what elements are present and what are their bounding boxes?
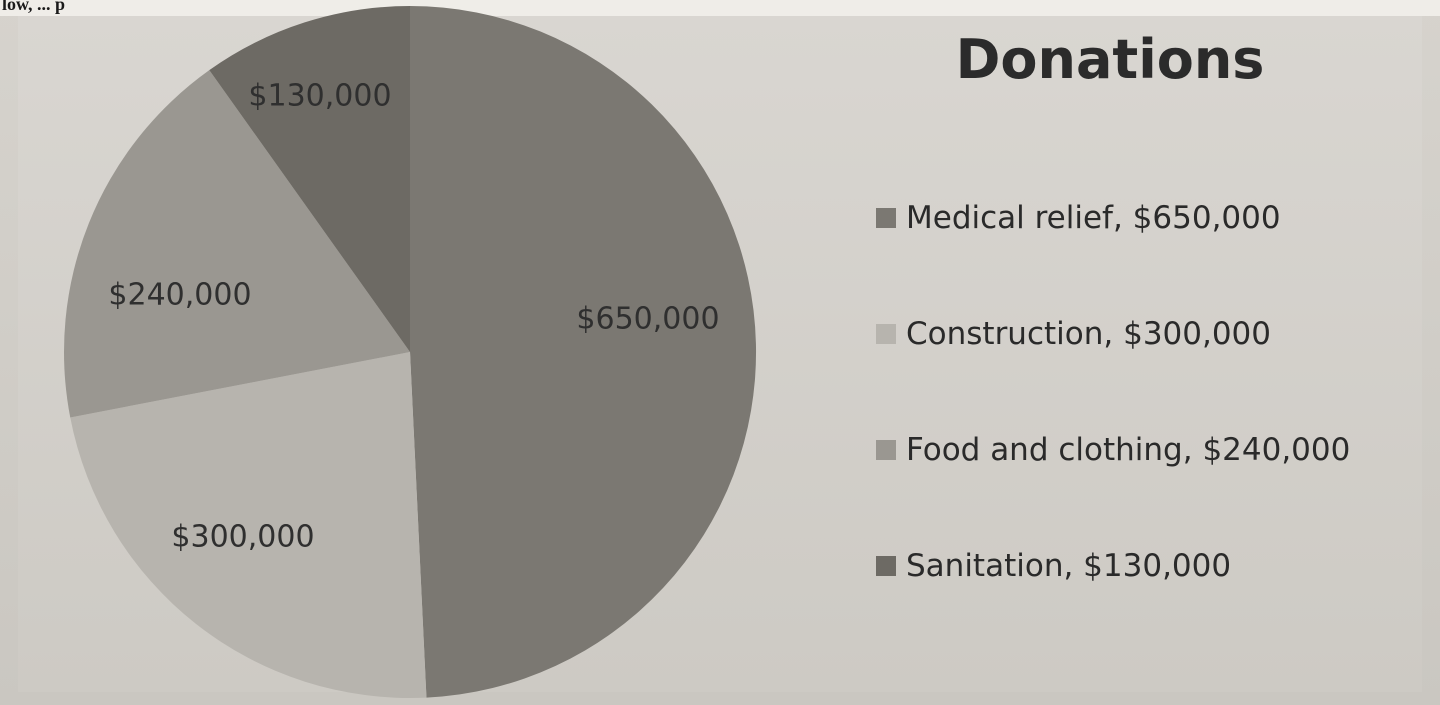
legend-label-food-and-clothing: Food and clothing, $240,000 <box>906 432 1351 468</box>
pie-slice-food-and-clothing <box>63 70 410 418</box>
legend-swatch-medical-relief <box>876 208 896 228</box>
legend-label-medical-relief: Medical relief, $650,000 <box>906 200 1281 236</box>
slice-label-food-and-clothing: $240,000 <box>108 278 251 313</box>
legend-item-sanitation: Sanitation, $130,000 <box>876 544 1231 588</box>
legend-item-food-and-clothing: Food and clothing, $240,000 <box>876 428 1350 472</box>
slice-label-medical-relief: $650,000 <box>576 302 719 337</box>
legend-swatch-sanitation <box>876 556 896 576</box>
legend-label-construction: Construction, $300,000 <box>906 316 1272 352</box>
legend-label-sanitation: Sanitation, $130,000 <box>906 548 1232 584</box>
legend-item-construction: Construction, $300,000 <box>876 312 1271 356</box>
page-header-fragment: low, ... p <box>2 0 66 14</box>
chart-title: Donations <box>955 28 1265 91</box>
legend-swatch-food-and-clothing <box>876 440 896 460</box>
legend-swatch-construction <box>876 324 896 344</box>
pie-slice-medical-relief <box>410 5 757 698</box>
legend-item-medical-relief: Medical relief, $650,000 <box>876 196 1281 240</box>
pie-slice-sanitation <box>209 6 410 352</box>
slice-label-sanitation: $130,000 <box>248 79 391 114</box>
pie-slice-construction <box>70 352 427 699</box>
slice-label-construction: $300,000 <box>171 520 314 555</box>
